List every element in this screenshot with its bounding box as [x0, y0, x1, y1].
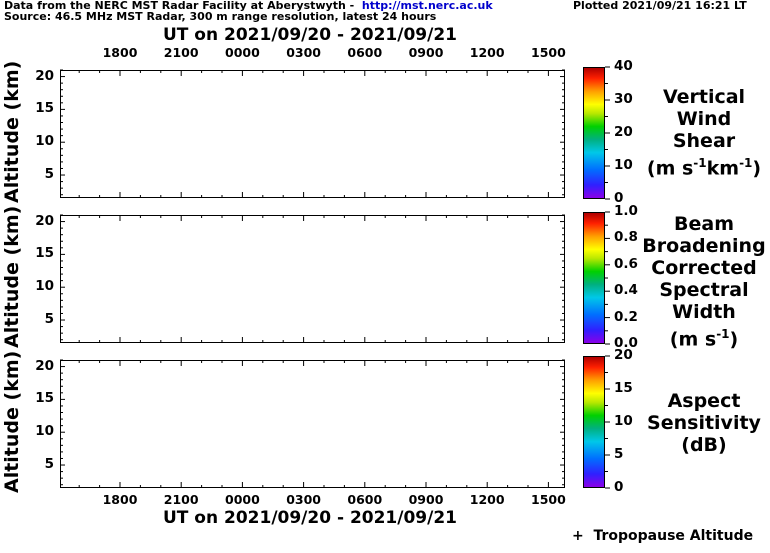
top-time-tick-0600: 0600 [347, 45, 383, 60]
altitude-tick-15: 15 [35, 245, 54, 262]
top-time-tick-0900: 0900 [408, 45, 444, 60]
bottom-time-tick-1800: 1800 [102, 492, 138, 507]
colorbar-tick-0.0: 0.0 [614, 335, 638, 351]
bottom-time-tick-1200: 1200 [469, 492, 505, 507]
colorbar-label-line: Wind [676, 108, 732, 130]
colorbar-tick-0: 0 [614, 190, 624, 206]
altitude-tick-20: 20 [35, 67, 54, 84]
colorbar-tick-15: 15 [614, 380, 633, 396]
colorbar-tick-40: 40 [614, 58, 633, 74]
colorbar-tick-10: 10 [614, 157, 633, 173]
bottom-time-tick-2100: 2100 [163, 492, 199, 507]
colorbar-tick-1.0: 1.0 [614, 203, 638, 219]
altitude-tick-5: 5 [44, 166, 54, 183]
altitude-tick-5: 5 [44, 311, 54, 328]
colorbar-label-3: Aspect Sensitivity (dB) [634, 390, 770, 456]
altitude-tick-10: 10 [35, 133, 54, 150]
top-time-tick-1200: 1200 [469, 45, 505, 60]
top-time-tick-0000: 0000 [224, 45, 260, 60]
colorbar-label-line: Corrected [651, 257, 757, 279]
top-time-tick-1800: 1800 [102, 45, 138, 60]
colorbar-tick-0.8: 0.8 [614, 229, 638, 246]
top-time-tick-2100: 2100 [163, 45, 199, 60]
colorbar-tick-0.4: 0.4 [614, 282, 638, 299]
colorbar-label-line: Width [672, 301, 736, 323]
altitude-tick-20: 20 [35, 357, 54, 374]
tropopause-legend: + Tropopause Altitude [572, 528, 754, 544]
bottom-time-tick-0300: 0300 [286, 492, 321, 507]
colorbar-tick-10: 10 [614, 413, 633, 429]
altitude-tick-10: 10 [35, 278, 54, 295]
colorbar-label-line: Sensitivity [647, 412, 761, 434]
bottom-time-tick-0900: 0900 [408, 492, 444, 507]
source-text: Data from the NERC MST Radar Facility at… [4, 0, 362, 12]
bottom-time-tick-1500: 1500 [530, 492, 566, 507]
top-time-tick-0300: 0300 [286, 45, 321, 60]
colorbar-unit: (m s-1) [669, 327, 739, 351]
plot-area-2 [60, 215, 565, 343]
colorbar-label-1: Vertical Wind Shear (m s-1km-1) [634, 86, 770, 179]
top-time-tick-1500: 1500 [530, 45, 566, 60]
colorbar-tick-5: 5 [614, 446, 624, 462]
colorbar-label-line: Spectral [659, 279, 749, 301]
colorbar-tick-20: 20 [614, 124, 633, 140]
bottom-ut-title: UT on 2021/09/20 - 2021/09/21 [162, 508, 457, 528]
source-link[interactable]: http://mst.nerc.ac.uk [361, 0, 493, 12]
bottom-time-tick-0000: 0000 [224, 492, 260, 507]
source-description: Source: 46.5 MHz MST Radar, 300 m range … [4, 10, 437, 23]
colorbar-label-2: Beam Broadening Corrected Spectral Width (m s… [634, 213, 770, 350]
colorbar-tick-20: 20 [614, 347, 633, 363]
altitude-tick-5: 5 [44, 456, 54, 473]
plot-area-1 [60, 70, 565, 198]
colorbar-label-line: Vertical [662, 86, 746, 108]
colorbar-label-line: Broadening [642, 235, 766, 257]
plotted-timestamp: Plotted 2021/09/21 16:21 LT [573, 0, 747, 12]
colorbar-label-line: Shear [672, 130, 736, 152]
colorbar-2 [583, 212, 605, 344]
colorbar-tick-0.6: 0.6 [614, 255, 638, 272]
colorbar-tick-0.2: 0.2 [614, 308, 638, 325]
colorbar-3 [583, 356, 605, 488]
colorbar-tick-30: 30 [614, 91, 633, 107]
top-ut-title: UT on 2021/09/20 - 2021/09/21 [162, 25, 457, 45]
altitude-tick-20: 20 [35, 212, 54, 229]
bottom-time-tick-0600: 0600 [347, 492, 383, 507]
source-line: Data from the NERC MST Radar Facility at… [4, 0, 493, 12]
altitude-tick-15: 15 [35, 100, 54, 117]
altitude-tick-10: 10 [35, 423, 54, 440]
altitude-tick-15: 15 [35, 390, 54, 407]
colorbar-unit: (dB) [681, 434, 727, 456]
colorbar-unit: (m s-1km-1) [646, 156, 762, 180]
colorbar-label-line: Aspect [667, 390, 741, 412]
colorbar-1 [583, 67, 605, 199]
colorbar-label-line: Beam [674, 213, 734, 235]
colorbar-tick-0: 0 [614, 479, 624, 495]
plot-area-3 [60, 360, 565, 488]
